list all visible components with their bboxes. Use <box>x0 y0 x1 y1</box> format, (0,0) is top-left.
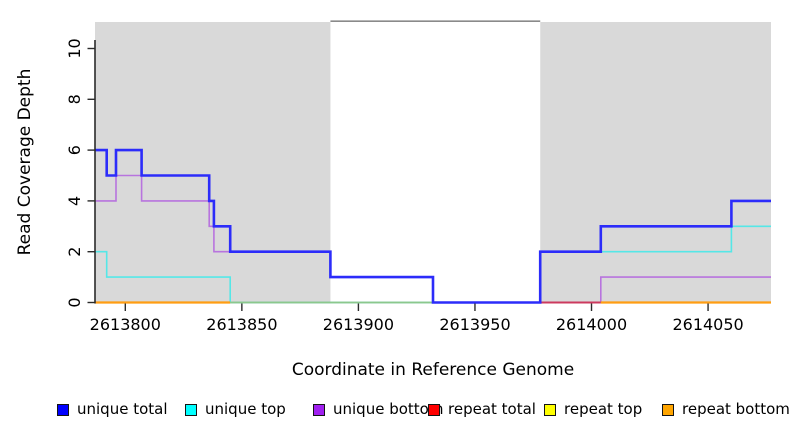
x-tick-label: 2613800 <box>90 315 161 334</box>
y-tick-label: 4 <box>65 196 84 206</box>
repeat-region-shading-1 <box>95 22 331 304</box>
y-tick-label: 0 <box>65 297 84 307</box>
x-tick-label: 2613850 <box>206 315 277 334</box>
x-tick-label: 2614000 <box>556 315 627 334</box>
y-tick-label: 8 <box>65 94 84 104</box>
chart-generated-content: 0 2 4 6 8 10 2613800 2613850 2613900 2613950 26140… <box>65 20 771 334</box>
series-unique-total-line <box>95 148 771 304</box>
x-tick-label: 2614050 <box>672 315 743 334</box>
y-axis-title: Read Coverage Depth <box>15 69 35 256</box>
x-tick-label: 2613900 <box>323 315 394 334</box>
repeat-region-shading-2 <box>540 22 771 304</box>
y-tick-label: 6 <box>65 145 84 155</box>
x-axis-title: Coordinate in Reference Genome <box>292 360 574 380</box>
x-tick-label: 2613950 <box>439 315 510 334</box>
y-tick-label: 10 <box>65 38 84 58</box>
y-tick-label: 2 <box>65 247 84 257</box>
